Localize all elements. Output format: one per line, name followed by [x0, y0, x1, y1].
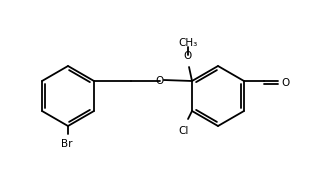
Text: O: O: [281, 77, 289, 88]
Text: Br: Br: [61, 139, 73, 149]
Text: O: O: [183, 51, 191, 61]
Text: O: O: [156, 76, 164, 86]
Text: CH₃: CH₃: [178, 38, 198, 48]
Text: Cl: Cl: [179, 126, 189, 136]
